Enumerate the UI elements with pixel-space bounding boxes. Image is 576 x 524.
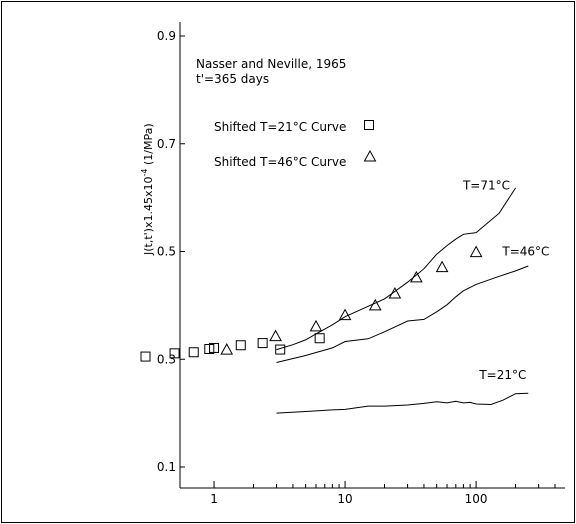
triangle-point — [469, 245, 483, 258]
x-tick-label: 100 — [465, 492, 488, 506]
square-point — [140, 351, 151, 362]
curve-line — [276, 187, 517, 351]
x-tick-label: 10 — [337, 492, 352, 506]
axes — [179, 22, 565, 489]
annotations: Nasser and Neville, 1965 t'=365 days Shi… — [140, 57, 346, 256]
legend-label-21: Shifted T=21°C Curve — [214, 120, 346, 134]
y-tick-label: 0.3 — [157, 352, 176, 366]
curves: T=71°C T=46°C T=21°C — [276, 179, 549, 414]
square-point — [275, 344, 286, 355]
triangle-point — [309, 319, 323, 332]
curve-line — [276, 392, 529, 414]
legend-triangle-marker — [363, 149, 377, 162]
triangle-point — [368, 298, 382, 311]
y-tick-label: 0.9 — [157, 29, 176, 43]
curve-line — [276, 265, 529, 363]
triangle-point — [220, 343, 234, 355]
square-point — [257, 338, 268, 349]
y-tick-label: 0.7 — [157, 137, 176, 151]
y-tick-label: 0.1 — [157, 460, 176, 474]
square-point — [314, 333, 325, 344]
y-axis-label: J(t,t')x1.45x10-4 (1/MPa) — [140, 123, 155, 256]
square-point — [188, 347, 199, 358]
x-tick-label: 1 — [210, 492, 218, 506]
source-annotation: Nasser and Neville, 1965 — [196, 57, 346, 71]
triangle-point — [269, 329, 282, 342]
square-point — [209, 342, 220, 353]
y-tick-label: 0.5 — [157, 245, 176, 259]
curve-label: T=46°C — [501, 244, 549, 258]
square-point — [169, 348, 180, 359]
triangle-point — [388, 287, 402, 299]
legend-square-marker — [364, 120, 374, 130]
age-annotation: t'=365 days — [196, 72, 269, 86]
markers — [140, 120, 483, 362]
triangle-point — [410, 270, 423, 283]
square-point — [235, 340, 246, 351]
triangle-point — [435, 260, 449, 273]
curve-label: T=21°C — [478, 368, 526, 382]
curve-label: T=71°C — [462, 179, 510, 193]
ticks: 0.1 0.3 0.5 0.7 0.9 1 10 100 — [157, 29, 556, 506]
triangle-point — [338, 308, 352, 321]
legend-label-46: Shifted T=46°C Curve — [214, 155, 346, 169]
